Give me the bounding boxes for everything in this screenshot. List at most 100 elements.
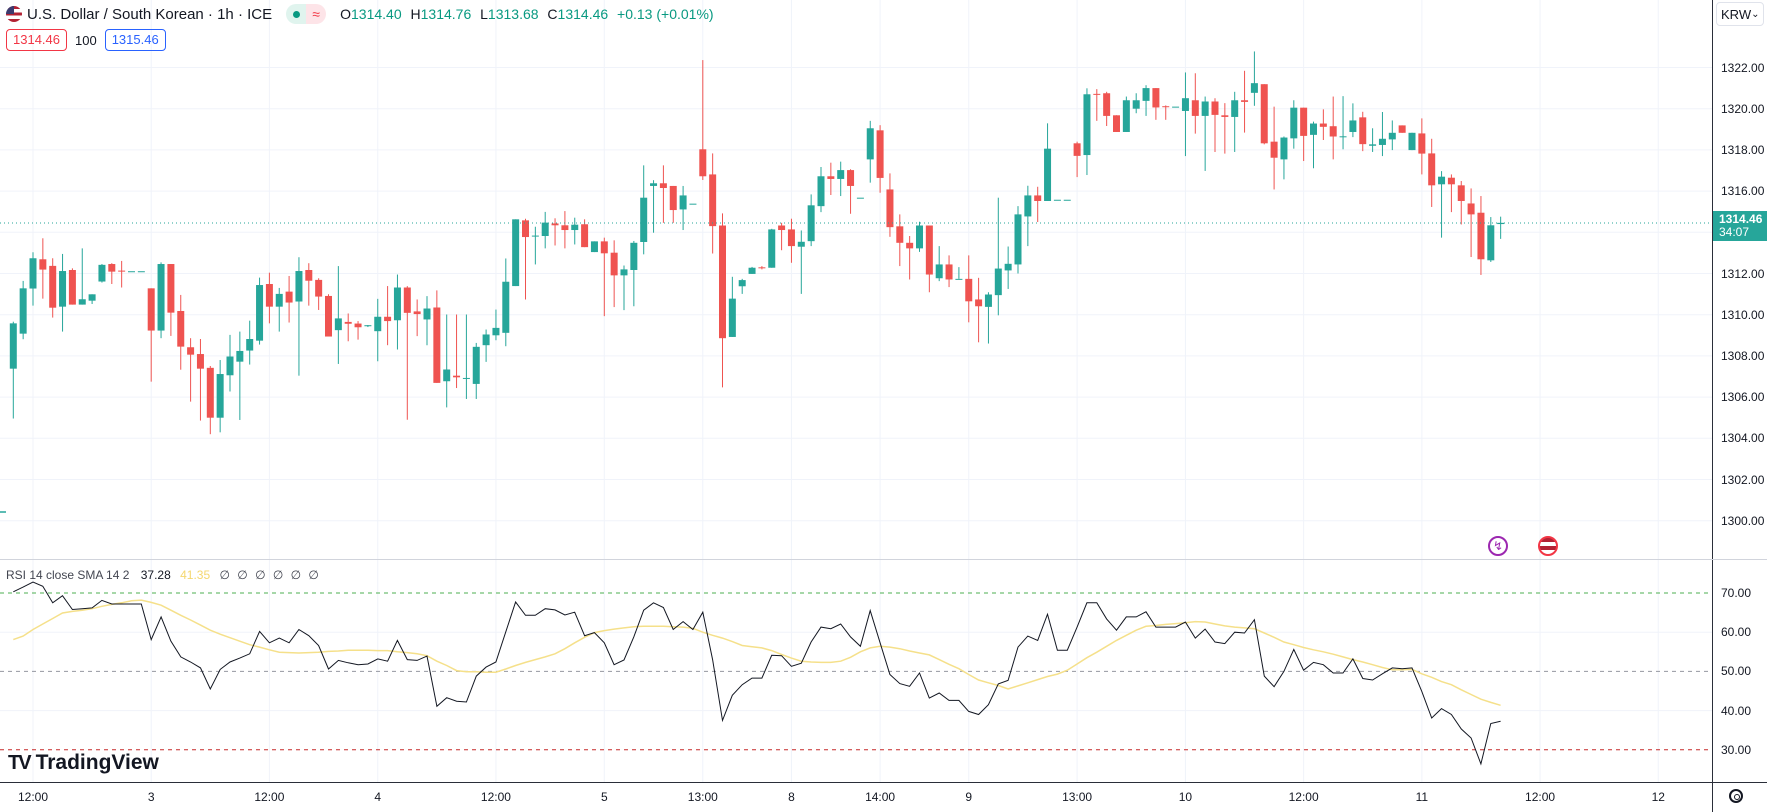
candle-body bbox=[876, 130, 884, 178]
time-tick-label: 13:00 bbox=[687, 790, 718, 804]
time-tick-label: 11 bbox=[1415, 790, 1429, 804]
candle bbox=[709, 153, 717, 254]
candle-body bbox=[679, 195, 687, 210]
open-label: O bbox=[340, 6, 351, 22]
candle-body bbox=[1388, 132, 1396, 140]
candle-body bbox=[709, 174, 717, 227]
candle-body bbox=[975, 299, 983, 307]
current-price-value: 1314.46 bbox=[1719, 212, 1763, 226]
candle bbox=[1231, 91, 1239, 152]
candle bbox=[1428, 138, 1436, 207]
candle bbox=[876, 125, 884, 193]
candle bbox=[778, 222, 786, 251]
candle bbox=[374, 298, 382, 362]
candle bbox=[1418, 118, 1426, 175]
low-value: 1313.68 bbox=[487, 6, 539, 22]
candle bbox=[1083, 88, 1091, 176]
candle-body bbox=[1014, 214, 1022, 265]
time-tick-label: 12:00 bbox=[1525, 790, 1556, 804]
candle bbox=[226, 334, 234, 392]
price-tick-label: 1318.00 bbox=[1721, 142, 1765, 157]
candle-body bbox=[403, 287, 411, 313]
candle-body bbox=[196, 354, 204, 369]
candle bbox=[1378, 111, 1386, 157]
candle bbox=[462, 314, 470, 399]
settings-gear-icon[interactable] bbox=[1729, 789, 1743, 803]
us-economic-event-icon[interactable] bbox=[1538, 536, 1558, 556]
candle-body bbox=[1428, 153, 1436, 186]
candle bbox=[975, 277, 983, 343]
candle bbox=[935, 246, 943, 282]
currency-button[interactable]: KRW ⌄ bbox=[1716, 2, 1764, 26]
candle bbox=[1142, 85, 1150, 116]
candle-body bbox=[1231, 100, 1239, 117]
candle-body bbox=[305, 269, 313, 281]
candle-body bbox=[1172, 106, 1180, 108]
candle bbox=[1250, 51, 1258, 106]
candle bbox=[187, 338, 195, 402]
candle-body bbox=[896, 226, 904, 243]
candle-body bbox=[453, 375, 461, 378]
sell-button[interactable]: 1314.46 bbox=[6, 29, 67, 51]
candle-body bbox=[285, 291, 293, 303]
candle bbox=[1447, 174, 1455, 213]
candle-body bbox=[581, 224, 589, 248]
candle-body bbox=[610, 252, 618, 276]
candle-body bbox=[1191, 100, 1199, 116]
close-label: C bbox=[547, 6, 558, 22]
rsi-tick-label: 60.00 bbox=[1721, 625, 1752, 640]
buy-button[interactable]: 1315.46 bbox=[104, 29, 166, 51]
candle-body bbox=[1221, 115, 1229, 117]
candle-body bbox=[1467, 203, 1475, 215]
symbol-title[interactable]: U.S. Dollar / South Korean · 1h · ICE bbox=[27, 5, 273, 23]
candle-body bbox=[236, 350, 244, 362]
low-label: L bbox=[480, 6, 488, 22]
sma-legend-value: 41.35 bbox=[180, 568, 211, 582]
tradingview-logo[interactable]: TV TradingView bbox=[8, 751, 159, 775]
candle bbox=[590, 241, 598, 253]
candle bbox=[98, 264, 106, 283]
candle-body bbox=[659, 183, 667, 189]
candle-body bbox=[177, 310, 185, 347]
candle-body bbox=[1034, 195, 1042, 201]
candle-body bbox=[19, 288, 27, 334]
candle-body bbox=[1329, 126, 1337, 137]
time-tick-label: 12:00 bbox=[480, 790, 511, 804]
candle-body bbox=[778, 225, 786, 231]
candle bbox=[78, 248, 86, 305]
candle-body bbox=[1378, 138, 1386, 145]
candle-body bbox=[502, 281, 510, 333]
candle-body bbox=[157, 264, 165, 331]
quantity[interactable]: 100 bbox=[75, 32, 97, 48]
candle-body bbox=[1300, 107, 1308, 136]
time-tick-label: 4 bbox=[374, 790, 382, 804]
high-label: H bbox=[410, 6, 421, 22]
candle-body bbox=[630, 242, 638, 270]
candle bbox=[1270, 106, 1278, 190]
candle bbox=[1497, 216, 1505, 239]
candle-body bbox=[482, 334, 490, 346]
candle-body bbox=[1142, 88, 1150, 101]
candle-body bbox=[334, 318, 342, 331]
candle bbox=[856, 197, 864, 199]
candle-body bbox=[1024, 195, 1032, 217]
candle bbox=[216, 360, 224, 433]
market-status[interactable]: ≈ bbox=[286, 4, 327, 24]
rsi-legend[interactable]: RSI 14 close SMA 14 2 37.28 41.35 ∅ ∅ ∅ … bbox=[6, 568, 321, 582]
candle bbox=[581, 219, 589, 248]
candle-body bbox=[1122, 100, 1130, 132]
candle bbox=[659, 165, 667, 223]
candle-body bbox=[246, 339, 254, 351]
candle bbox=[1103, 91, 1111, 127]
candle-body bbox=[787, 229, 795, 247]
rsi-tick-label: 50.00 bbox=[1721, 664, 1752, 679]
candle-body bbox=[837, 170, 845, 179]
candle-body bbox=[256, 285, 264, 341]
candle bbox=[275, 287, 283, 332]
candle-body bbox=[78, 299, 86, 305]
candle bbox=[768, 228, 776, 268]
candle bbox=[610, 240, 618, 308]
current-price-label: 1314.46 34:07 bbox=[1713, 211, 1767, 241]
lightning-event-icon[interactable]: ↯ bbox=[1488, 536, 1508, 556]
